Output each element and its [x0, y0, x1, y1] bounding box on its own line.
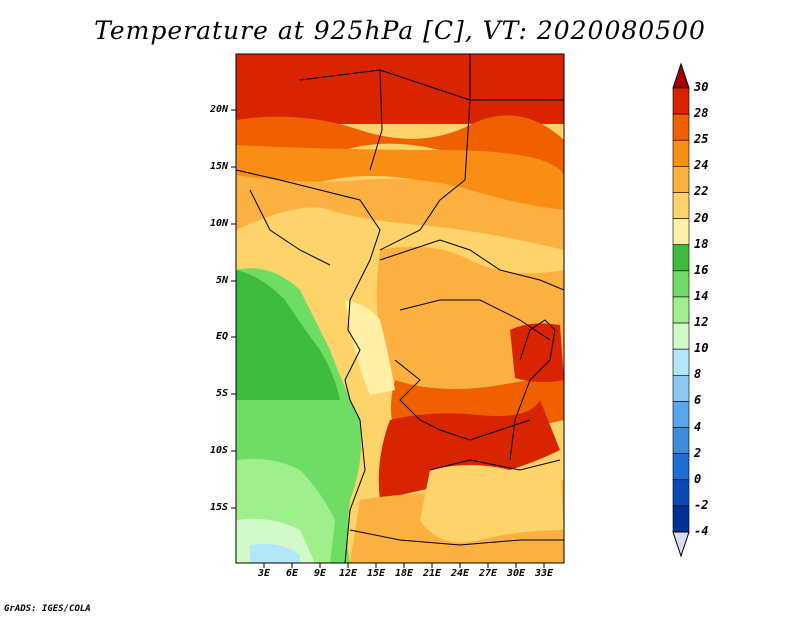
colorbar-box: [672, 244, 690, 272]
colorbar-box: [672, 374, 690, 402]
colorbar-label: 22: [694, 184, 709, 199]
colorbar-label: 2: [694, 445, 702, 460]
colorbar-label: 0: [694, 471, 702, 486]
lon-label-21e: 21E: [422, 568, 442, 579]
lat-label-20n: 20N: [209, 104, 228, 115]
colorbar-box: [672, 505, 690, 533]
lon-label-15e: 15E: [366, 568, 386, 579]
lon-label-30e: 30E: [506, 568, 526, 579]
colorbar-box: [672, 401, 690, 428]
colorbar-label: 10: [694, 341, 709, 356]
colorbar-label: 30: [694, 80, 709, 94]
colorbar-label: 6: [694, 393, 702, 408]
colorbar-box: [672, 113, 690, 141]
colorbar-box: [672, 427, 690, 454]
lon-label-24e: 24E: [450, 568, 470, 579]
colorbar-label: 18: [694, 236, 709, 251]
colorbar-bottom-arrow: [672, 531, 690, 558]
country-borders: [236, 54, 564, 563]
lon-label-18e: 18E: [394, 568, 414, 579]
colorbar-label: 24: [694, 158, 709, 173]
lat-label-15n: 15N: [209, 161, 228, 172]
temperature-field: [236, 54, 564, 563]
lat-ticks: [231, 109, 236, 509]
lon-label-27e: 27E: [478, 568, 498, 579]
lon-label-9e: 9E: [313, 568, 327, 579]
lon-label-3e: 3E: [257, 568, 271, 579]
lat-label-5s: 5S: [215, 388, 228, 399]
grads-credit: GrADS: IGES/COLA: [4, 604, 91, 614]
colorbar-label: 16: [694, 262, 709, 277]
colorbar-label: 25: [694, 132, 709, 147]
colorbar-label: -2: [694, 497, 709, 512]
lon-label-12e: 12E: [338, 568, 358, 579]
map-title: Temperature at 925hPa [C], VT: 202008050…: [94, 16, 706, 45]
colorbar-box: [672, 192, 690, 219]
colorbar-label: 20: [694, 210, 709, 225]
colorbar-box: [672, 479, 690, 507]
lat-label-10s: 10S: [209, 445, 228, 456]
colorbar-label: 8: [694, 367, 702, 382]
colorbar-label: 4: [694, 419, 702, 434]
colorbar-box: [672, 348, 690, 376]
lat-label-15s: 15S: [209, 502, 228, 513]
colorbar-box: [672, 218, 690, 246]
colorbar-box: [672, 296, 690, 324]
lon-ticks: [263, 563, 545, 568]
lat-label-eq: EQ: [215, 331, 228, 342]
colorbar-label: 14: [694, 288, 709, 303]
colorbar-box: [672, 453, 690, 481]
lon-label-6e: 6E: [285, 568, 299, 579]
colorbar-label: -4: [694, 524, 709, 538]
lon-label-33e: 33E: [534, 568, 554, 579]
lat-label-5n: 5N: [215, 275, 228, 286]
colorbar-box: [672, 322, 690, 350]
colorbar-top-arrow: [672, 62, 690, 89]
colorbar-label: 12: [694, 315, 709, 330]
colorbar-box: [672, 87, 690, 115]
colorbar-label: 28: [694, 106, 709, 121]
map-frame: [235, 53, 565, 564]
colorbar-box: [672, 139, 690, 167]
colorbar-box: [672, 270, 690, 298]
lat-label-10n: 10N: [209, 218, 228, 229]
colorbar-box: [672, 166, 690, 193]
colorbar: [672, 62, 690, 558]
